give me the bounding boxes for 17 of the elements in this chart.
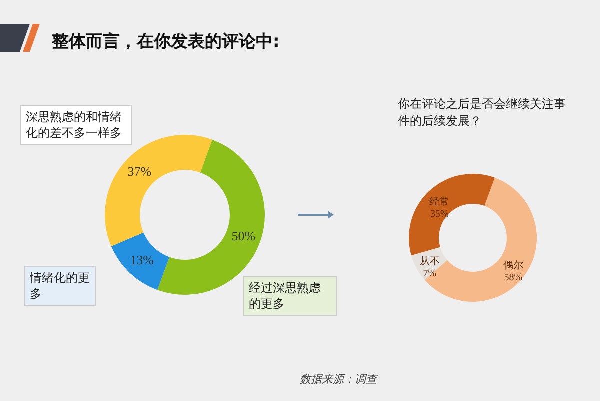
data-label: 35%	[430, 209, 449, 220]
donut-slice	[409, 174, 495, 256]
chart-title: 你在评论之后是否会继续关注事件的后续发展？	[398, 96, 567, 130]
slice-label: 深思熟虑的和情绪化的差不多一样多	[20, 105, 132, 145]
data-label: 13%	[130, 252, 154, 268]
data-label: 50%	[232, 228, 256, 244]
slice-label: 偶尔	[503, 260, 524, 272]
donut-slice	[111, 232, 170, 290]
data-label: 37%	[128, 164, 152, 180]
slice-label: 经过深思熟虑的更多	[243, 276, 337, 316]
slice-label: 经常	[430, 196, 450, 208]
source-note: 数据来源：调查	[300, 372, 377, 387]
chart-title: 整体而言，在你发表的评论中:	[52, 31, 280, 53]
data-label: 58%	[504, 272, 523, 284]
data-label: 7%	[423, 268, 437, 280]
slice-label: 情绪化的更多	[24, 266, 96, 306]
slice-label: 从不	[420, 255, 440, 268]
